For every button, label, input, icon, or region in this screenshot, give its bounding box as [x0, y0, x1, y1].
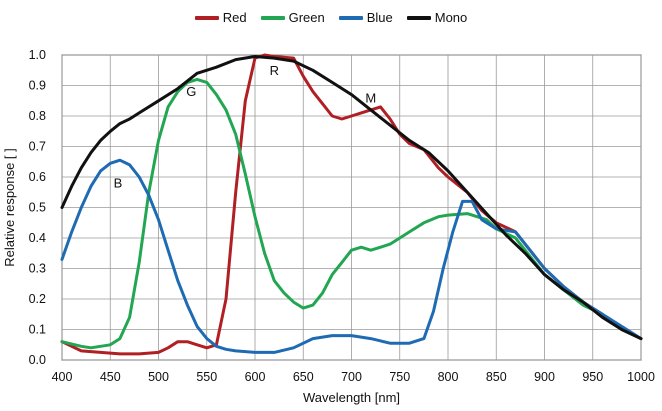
y-tick-label: 0.8 — [29, 109, 46, 123]
legend-label: Mono — [434, 10, 468, 25]
x-tick-label: 950 — [582, 370, 603, 384]
legend-swatch — [406, 15, 431, 20]
x-tick-label: 900 — [534, 370, 555, 384]
legend-item-mono: Mono — [406, 10, 468, 25]
x-tick-label: 800 — [438, 370, 459, 384]
x-tick-label: 550 — [196, 370, 217, 384]
x-tick-label: 700 — [341, 370, 362, 384]
y-tick-label: 1.0 — [29, 48, 46, 62]
legend-label: Red — [222, 10, 247, 25]
y-tick-label: 0.4 — [29, 231, 46, 245]
x-tick-label: 850 — [486, 370, 507, 384]
legend-item-red: Red — [194, 10, 247, 25]
x-tick-label: 650 — [293, 370, 314, 384]
legend-swatch — [194, 15, 219, 20]
y-axis-title: Relative response [ ] — [2, 148, 17, 267]
y-tick-label: 0.9 — [29, 79, 46, 93]
legend-item-green: Green — [260, 10, 325, 25]
legend-swatch — [338, 15, 363, 20]
x-tick-label: 500 — [148, 370, 169, 384]
data-series — [60, 53, 643, 356]
x-tick-label: 750 — [389, 370, 410, 384]
curve-label: M — [365, 90, 376, 105]
y-tick-label: 0.0 — [29, 353, 46, 367]
curve-label: B — [114, 176, 123, 191]
legend-item-blue: Blue — [338, 10, 393, 25]
curve-label: R — [270, 63, 279, 78]
curve-labels: R G B M — [114, 63, 377, 191]
y-axis-ticks: 0.0 0.1 0.2 0.3 0.4 0.5 0.6 0.7 0.8 0.9 1.0 — [29, 48, 46, 367]
y-tick-label: 0.6 — [29, 170, 46, 184]
y-tick-label: 0.1 — [29, 323, 46, 337]
x-axis-title: Wavelength [nm] — [303, 390, 400, 405]
curve-label: G — [186, 84, 196, 99]
legend-swatch — [260, 15, 285, 20]
y-tick-label: 0.7 — [29, 140, 46, 154]
series-line-mono — [60, 55, 643, 341]
x-tick-label: 600 — [245, 370, 266, 384]
y-tick-label: 0.3 — [29, 262, 46, 276]
series-line-blue — [60, 158, 643, 354]
y-tick-label: 0.5 — [29, 201, 46, 215]
legend-label: Green — [288, 10, 325, 25]
x-axis-ticks: 400 450 500 550 600 650 700 750 800 850 900 950 1000 — [52, 370, 655, 384]
legend-label: Blue — [366, 10, 393, 25]
x-tick-label: 1000 — [627, 370, 655, 384]
chart-legend: Red Green Blue Mono — [0, 10, 662, 25]
gridlines — [61, 54, 642, 361]
x-tick-label: 400 — [52, 370, 73, 384]
y-tick-label: 0.2 — [29, 292, 46, 306]
x-tick-label: 450 — [100, 370, 121, 384]
